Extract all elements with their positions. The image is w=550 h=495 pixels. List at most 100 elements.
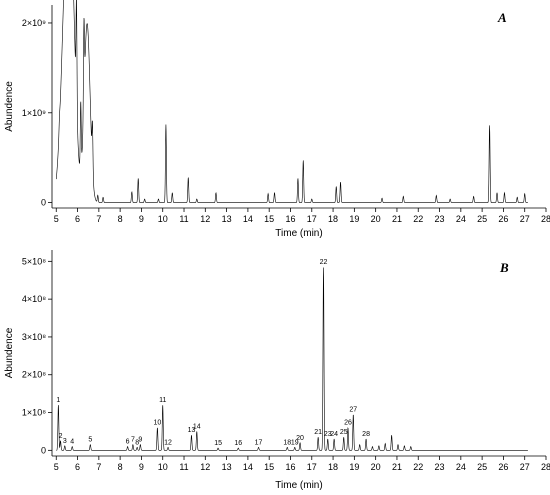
peak-label-8: 8 xyxy=(135,439,139,446)
x-tick-label: 6 xyxy=(75,214,80,224)
x-axis-title-a: Time (min) xyxy=(275,228,322,239)
x-tick-label: 6 xyxy=(75,462,80,472)
x-tick-label: 20 xyxy=(371,214,381,224)
y-axis-title-b: Abundence xyxy=(4,327,15,378)
y-tick-label: 2×10⁹ xyxy=(22,18,46,28)
peak-label-10: 10 xyxy=(154,420,162,427)
x-tick-label: 12 xyxy=(200,214,210,224)
x-tick-label: 13 xyxy=(222,214,232,224)
x-tick-label: 8 xyxy=(118,214,123,224)
x-tick-label: 13 xyxy=(222,462,232,472)
peak-label-20: 20 xyxy=(296,435,304,442)
x-tick-label: 7 xyxy=(96,214,101,224)
y-tick-label: 4×10⁸ xyxy=(22,294,46,304)
peak-label-4: 4 xyxy=(70,439,74,446)
chromatogram-trace-a xyxy=(55,0,528,203)
x-tick-label: 21 xyxy=(392,462,402,472)
axes-b xyxy=(51,250,546,457)
y-ticks-b: 0 1×10⁸ 2×10⁸ 3×10⁸ 4×10⁸ 5×10⁸ xyxy=(22,256,52,455)
peak-label-12: 12 xyxy=(164,439,172,446)
chromatogram-panel-a: 5 6 7 8 9 10 11 12 13 14 15 16 17 18 19 20 21 22 23 24 25 26 2… xyxy=(4,0,550,239)
peak-label-3: 3 xyxy=(63,438,67,445)
x-tick-label: 26 xyxy=(498,214,508,224)
x-tick-label: 17 xyxy=(307,462,317,472)
x-tick-label: 16 xyxy=(285,462,295,472)
x-tick-label: 9 xyxy=(139,214,144,224)
x-tick-label: 25 xyxy=(477,214,487,224)
peak-label-5: 5 xyxy=(88,437,92,444)
x-tick-label: 10 xyxy=(158,462,168,472)
x-tick-label: 15 xyxy=(264,462,274,472)
peak-label-17: 17 xyxy=(255,439,263,446)
x-tick-label: 14 xyxy=(243,214,253,224)
peak-label-13: 13 xyxy=(188,427,196,434)
panel-label-b: B xyxy=(499,260,509,275)
axes-a xyxy=(51,5,546,209)
peak-label-27: 27 xyxy=(349,406,357,413)
x-tick-label: 14 xyxy=(243,462,253,472)
x-tick-label: 5 xyxy=(54,462,59,472)
x-tick-label: 10 xyxy=(158,214,168,224)
x-axis-title-b: Time (min) xyxy=(275,480,322,491)
y-tick-label: 1×10⁸ xyxy=(22,408,46,418)
peak-label-21: 21 xyxy=(314,429,322,436)
chromatogram-trace-b xyxy=(56,267,528,451)
panel-label-a: A xyxy=(497,10,507,25)
x-ticks-b: 5 6 7 8 9 10 11 12 13 14 15 16 17 18 19 20 21 22 23 24 25 26 2… xyxy=(54,456,550,472)
peak-label-11: 11 xyxy=(159,397,166,404)
peak-label-18: 18 xyxy=(283,439,291,446)
peak-label-22: 22 xyxy=(320,259,328,266)
x-tick-label: 7 xyxy=(96,462,101,472)
x-tick-label: 23 xyxy=(435,462,445,472)
x-tick-label: 11 xyxy=(179,462,188,472)
x-tick-label: 15 xyxy=(264,214,274,224)
x-tick-label: 18 xyxy=(328,214,338,224)
peak-label-14: 14 xyxy=(193,423,201,430)
x-tick-label: 9 xyxy=(139,462,144,472)
peak-label-19: 19 xyxy=(291,439,299,446)
chromatogram-panel-b: 5 6 7 8 9 10 11 12 13 14 15 16 17 18 19 20 21 22 23 24 25 26 2… xyxy=(4,250,550,491)
x-tick-label: 23 xyxy=(435,214,445,224)
x-tick-label: 24 xyxy=(456,214,466,224)
x-tick-label: 21 xyxy=(392,214,402,224)
y-tick-label: 0 xyxy=(41,198,46,208)
x-tick-label: 26 xyxy=(498,462,508,472)
y-tick-label: 0 xyxy=(41,445,46,455)
peak-label-28: 28 xyxy=(362,431,370,438)
x-tick-label: 20 xyxy=(371,462,381,472)
y-axis-title-a: Abundence xyxy=(4,81,15,132)
peak-label-1: 1 xyxy=(56,397,60,404)
x-tick-label: 17 xyxy=(307,214,317,224)
peak-label-26: 26 xyxy=(344,420,352,427)
x-tick-label: 16 xyxy=(285,214,295,224)
x-tick-label: 28 xyxy=(541,214,550,224)
peak-label-23: 23 xyxy=(324,431,332,438)
x-tick-label: 25 xyxy=(477,462,487,472)
y-tick-label: 2×10⁸ xyxy=(22,370,46,380)
peak-label-24: 24 xyxy=(330,431,338,438)
x-tick-label: 12 xyxy=(200,462,210,472)
x-tick-label: 11 xyxy=(179,214,188,224)
peak-label-16: 16 xyxy=(234,440,242,447)
peak-label-7: 7 xyxy=(131,437,135,444)
x-tick-label: 18 xyxy=(328,462,338,472)
y-tick-label: 1×10⁹ xyxy=(22,108,46,118)
peak-label-25: 25 xyxy=(340,429,348,436)
x-tick-label: 22 xyxy=(413,462,423,472)
y-tick-label: 3×10⁸ xyxy=(22,332,46,342)
x-tick-label: 27 xyxy=(520,214,530,224)
x-tick-label: 27 xyxy=(520,462,530,472)
y-tick-label: 5×10⁸ xyxy=(22,256,46,266)
x-tick-label: 22 xyxy=(413,214,423,224)
x-tick-label: 19 xyxy=(349,462,359,472)
peak-label-9: 9 xyxy=(138,437,142,444)
x-tick-label: 19 xyxy=(349,214,359,224)
x-tick-label: 28 xyxy=(541,462,550,472)
peak-label-15: 15 xyxy=(214,440,222,447)
x-tick-label: 24 xyxy=(456,462,466,472)
x-tick-label: 5 xyxy=(54,214,59,224)
peak-label-6: 6 xyxy=(126,439,130,446)
peak-label-2: 2 xyxy=(59,433,63,440)
x-tick-label: 8 xyxy=(118,462,123,472)
